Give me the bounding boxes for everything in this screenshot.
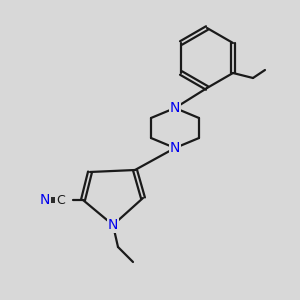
Text: N: N bbox=[40, 193, 50, 207]
Text: N: N bbox=[108, 218, 118, 232]
Text: N: N bbox=[170, 141, 180, 155]
Text: C: C bbox=[57, 194, 65, 206]
Text: N: N bbox=[170, 101, 180, 115]
